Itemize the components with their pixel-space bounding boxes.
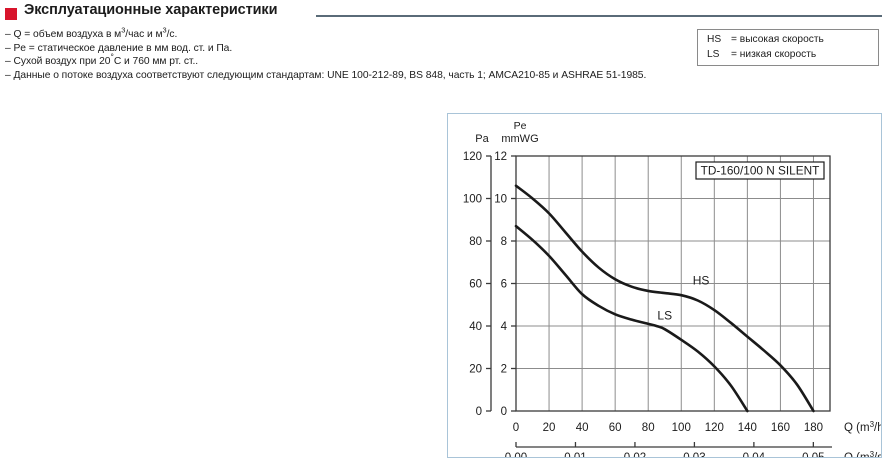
mmwg-tick-label: 4 <box>501 321 508 333</box>
q-s-axis-label: Q (m3/s) <box>844 450 881 458</box>
q-h-tick-label: 120 <box>705 422 724 434</box>
chart-title-box <box>695 161 825 180</box>
q-s-tick-label: 0.03 <box>683 452 705 457</box>
mmwg-tick-label: 0 <box>501 406 507 418</box>
note-q-sup1: 3 <box>121 25 126 35</box>
legend-key-hs: HS <box>707 34 722 45</box>
note-q: – Q = объем воздуха в м3/час и м3/с. <box>5 25 695 42</box>
pa-tick-label: 100 <box>463 194 482 206</box>
mmwg-axis-unit: mmWG <box>501 133 538 145</box>
curve-ls <box>514 224 749 413</box>
q-s-tick-label: 0.05 <box>802 452 824 457</box>
speed-legend: HS = высокая скорость LS = низкая скорость <box>697 29 879 66</box>
pa-tick-label: 120 <box>463 151 482 163</box>
q-h-axis-label: Q (m3/h) <box>844 420 881 435</box>
curve-label-hs: HS <box>693 274 710 288</box>
curve-hs <box>514 184 815 413</box>
header-bullet-icon <box>5 8 17 20</box>
mmwg-tick-label: 6 <box>501 279 507 291</box>
legend-label-ls: низкая скорость <box>739 49 817 60</box>
q-h-tick-label: 20 <box>543 422 556 434</box>
note-pe: – Pe = статическое давление в мм вод. ст… <box>5 42 233 54</box>
mmwg-tick-label: 10 <box>494 194 507 206</box>
header-rule <box>316 15 882 17</box>
pa-tick-label: 0 <box>476 406 482 418</box>
legend-label-hs: высокая скорость <box>739 34 824 45</box>
note-q-mid: /час и м <box>125 29 163 40</box>
performance-chart: 0 20 40 60 80 100 120 Pa 0 2 4 6 8 10 12 mmWG Pe 0 20 40 60 8… <box>447 113 882 458</box>
mmwg-tick-label: 12 <box>494 151 507 163</box>
legend-eq-hs: = <box>731 34 737 45</box>
note-q-suffix: /с. <box>166 29 178 40</box>
pe-axis-label: Pe <box>514 120 527 132</box>
mmwg-tick-label: 2 <box>501 364 507 376</box>
pa-tick-label: 80 <box>469 236 482 248</box>
pa-axis-unit: Pa <box>475 133 489 145</box>
pa-tick-label: 60 <box>469 279 482 291</box>
q-s-tick-label: 0.00 <box>505 452 527 457</box>
legend-eq-ls: = <box>731 49 737 60</box>
legend-key-ls: LS <box>707 49 720 60</box>
note-q-prefix: – Q = объем воздуха в м <box>5 29 122 40</box>
q-h-tick-label: 40 <box>576 422 589 434</box>
note-air-pre: – Сухой воздух при 20 <box>5 56 111 68</box>
q-h-tick-label: 60 <box>609 422 622 434</box>
q-s-tick-label: 0.02 <box>624 452 646 457</box>
note-standards: – Данные о потоке воздуха соответствуют … <box>5 69 647 81</box>
notes-list: – Q = объем воздуха в м3/час и м3/с. – P… <box>5 25 695 82</box>
pa-tick-label: 40 <box>469 321 482 333</box>
pa-tick-label: 20 <box>469 364 482 376</box>
page-title: Эксплуатационные характеристики <box>24 2 278 18</box>
q-s-tick-label: 0.04 <box>743 452 766 457</box>
q-h-tick-label: 100 <box>672 422 691 434</box>
legend-row-hs: HS = высокая скорость <box>707 34 824 45</box>
mmwg-tick-label: 8 <box>501 236 507 248</box>
curve-label-ls: LS <box>657 309 672 323</box>
chart-title: TD-160/100 N SILENT <box>701 164 820 178</box>
q-h-tick-label: 180 <box>804 422 823 434</box>
note-air: – Сухой воздух при 20°C и 760 мм рт. ст.… <box>5 51 695 69</box>
note-q-sup2: 3 <box>162 25 167 35</box>
section-header: Эксплуатационные характеристики <box>0 0 884 26</box>
legend-row-ls: LS = низкая скорость <box>707 49 816 60</box>
q-h-tick-label: 160 <box>771 422 790 434</box>
q-h-tick-label: 0 <box>513 422 519 434</box>
q-h-tick-label: 80 <box>642 422 655 434</box>
note-air-post: C и 760 мм рт. ст.. <box>113 56 199 68</box>
q-s-tick-label: 0.01 <box>564 452 586 457</box>
degree-icon: ° <box>110 51 114 62</box>
q-h-tick-label: 140 <box>738 422 757 434</box>
